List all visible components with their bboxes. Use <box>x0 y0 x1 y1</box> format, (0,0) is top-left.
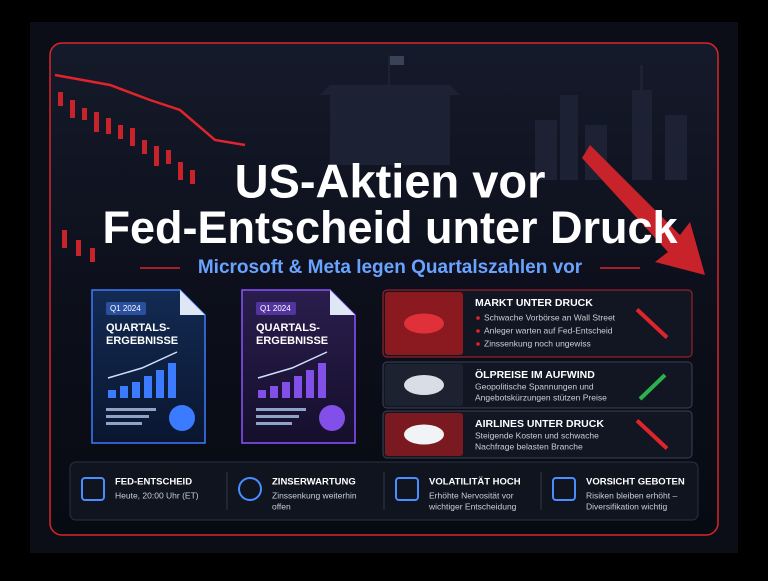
footer-text: Diversifikation wichtig <box>586 501 668 511</box>
bar-icon <box>270 386 278 398</box>
document-title: ERGEBNISSE <box>106 335 178 347</box>
bullet <box>476 342 480 346</box>
footer-icon <box>81 477 105 501</box>
subtitle: Microsoft & Meta legen Quartalszahlen vo… <box>198 257 583 278</box>
bar-icon <box>144 376 152 398</box>
document-title: QUARTALS- <box>256 322 320 334</box>
panel-icon <box>404 375 444 395</box>
tag-badge <box>106 302 146 315</box>
document-title: QUARTALS- <box>106 322 170 334</box>
panel-bullet: Schwache Vorbörse an Wall Street <box>484 312 616 322</box>
panel-text: Geopolitische Spannungen und <box>475 381 594 391</box>
document-card <box>91 289 206 444</box>
document-tag: Q1 2024 <box>260 304 291 313</box>
footer-text: Zinssenkung weiterhin <box>272 490 357 500</box>
footer-title: ZINSERWARTUNG <box>272 477 356 488</box>
panel-text: Steigende Kosten und schwache <box>475 430 599 440</box>
title-line: US-Aktien vor <box>235 154 546 207</box>
bar-icon <box>120 386 128 398</box>
bar-icon <box>318 363 326 398</box>
panel-icon <box>404 424 444 445</box>
bar-icon <box>156 370 164 398</box>
bar-icon <box>258 390 266 398</box>
document-fold <box>330 290 355 315</box>
footer-title: VOLATILITÄT HOCH <box>429 477 521 488</box>
bar-icon <box>282 382 290 398</box>
footer-title: VORSICHT GEBOTEN <box>586 477 685 488</box>
panels: MARKT UNTER DRUCK Schwache Vorbörse an Wa… <box>382 289 693 459</box>
bar-icon <box>108 390 116 398</box>
footer-text: Erhöhte Nervosität vor <box>429 490 514 500</box>
footer-title: FED-ENTSCHEID <box>115 477 192 488</box>
trend-icon <box>107 351 178 379</box>
tag-badge <box>256 302 296 315</box>
panel-text: Angebotskürzungen stützen Preise <box>475 392 607 402</box>
bar-icon <box>306 370 314 398</box>
document-fold <box>180 290 205 315</box>
panel-arrow <box>635 308 669 339</box>
skyline <box>320 55 687 180</box>
line-icon <box>256 408 306 411</box>
trend-icon <box>257 351 328 379</box>
pie-icon <box>169 405 195 431</box>
pie-icon <box>319 405 345 431</box>
panel-title: ÖLPREISE IM AUFWIND <box>475 368 595 381</box>
bullet <box>476 329 480 333</box>
down-arrow <box>582 145 705 275</box>
panel-arrow <box>635 419 669 450</box>
line-icon <box>106 415 149 418</box>
footer-text: offen <box>272 501 291 511</box>
document-card <box>241 289 356 444</box>
footer-icon <box>552 477 576 501</box>
document-title: ERGEBNISSE <box>256 335 328 347</box>
footer: FED-ENTSCHEID Heute, 20:00 Uhr (ET) ZINSER… <box>81 472 685 511</box>
line-icon <box>106 408 156 411</box>
footer-text: Risiken bleiben erhöht – <box>586 490 677 500</box>
footer-icon <box>395 477 419 501</box>
bar-icon <box>168 363 176 398</box>
footer-text: Heute, 20:00 Uhr (ET) <box>115 490 199 500</box>
bar-icon <box>132 382 140 398</box>
panel-title: MARKT UNTER DRUCK <box>475 297 593 309</box>
bullet <box>476 316 480 320</box>
line-icon <box>256 415 299 418</box>
panel-arrow <box>638 373 667 401</box>
panel-bullet: Anleger warten auf Fed-Entscheid <box>484 325 613 335</box>
panel-bullet: Zinssenkung noch ungewiss <box>484 338 591 348</box>
panel-text: Nachfrage belasten Branche <box>475 441 583 451</box>
line-icon <box>106 422 142 425</box>
panel-icon <box>404 313 444 334</box>
trend-line <box>54 73 246 147</box>
candlesticks <box>58 92 195 262</box>
bar-icon <box>294 376 302 398</box>
footer-icon <box>238 477 262 501</box>
footer-text: wichtiger Entscheidung <box>428 501 517 511</box>
panel-title: AIRLINES UNTER DRUCK <box>475 418 604 430</box>
title-line: Fed-Entscheid unter Druck <box>102 202 678 253</box>
document-tag: Q1 2024 <box>110 304 141 313</box>
line-icon <box>256 422 292 425</box>
